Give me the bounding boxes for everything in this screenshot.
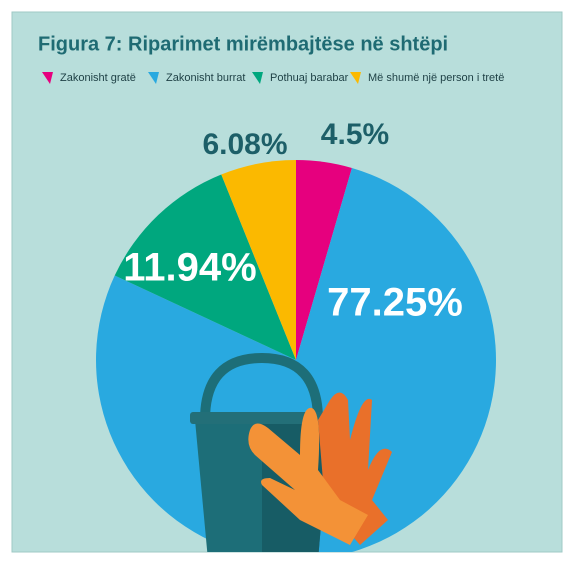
legend-label: Pothuaj barabar (270, 72, 349, 84)
legend-label: Më shumë një person i tretë (368, 72, 504, 84)
page: Figura 7: Riparimet mirëmbajtëse në shtë… (0, 0, 574, 566)
legend: Zakonisht gratë Zakonisht burrat Pothuaj b… (42, 72, 504, 84)
value-label: 77.25% (327, 281, 463, 325)
legend-label: Zakonisht gratë (60, 72, 136, 84)
chart-title: Figura 7: Riparimet mirëmbajtëse në shtë… (38, 33, 448, 55)
legend-label: Zakonisht burrat (166, 72, 245, 84)
value-label: 4.5% (321, 118, 389, 151)
chart: Figura 7: Riparimet mirëmbajtëse në shtë… (0, 0, 574, 566)
value-label: 11.94% (123, 246, 256, 290)
value-label: 6.08% (202, 128, 287, 161)
